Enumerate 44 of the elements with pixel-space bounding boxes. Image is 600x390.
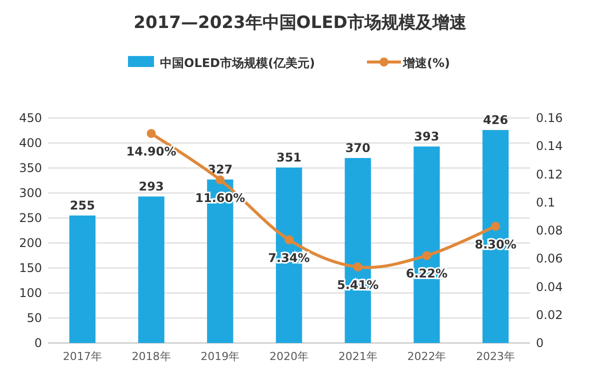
y2-tick-label: 0.06 — [536, 252, 563, 266]
x-tick-label: 2020年 — [270, 350, 308, 363]
y-tick-label: 50 — [26, 311, 42, 325]
bar — [69, 216, 96, 343]
y2-tick-label: 0 — [536, 336, 544, 350]
data-label: 426 — [483, 113, 508, 127]
y2-tick-label: 0.12 — [536, 167, 563, 182]
y-tick-label: 200 — [19, 236, 42, 250]
data-label: 14.90% — [126, 144, 176, 158]
y-tick-label: 100 — [19, 286, 42, 300]
point — [422, 251, 432, 260]
bar — [138, 196, 164, 343]
point — [284, 235, 294, 244]
point — [216, 175, 225, 184]
point — [146, 128, 156, 138]
point — [353, 262, 362, 272]
y-tick-label: 350 — [19, 161, 42, 175]
data-label: 370 — [345, 141, 370, 155]
data-label: 351 — [276, 150, 302, 164]
y-tick-label: 0 — [34, 336, 42, 350]
y-tick-label: 250 — [19, 211, 42, 225]
y-tick-label: 400 — [19, 136, 42, 150]
y2-tick-label: 0.04 — [536, 280, 563, 294]
point — [491, 222, 500, 231]
y-tick-label: 300 — [19, 186, 42, 200]
x-tick-label: 2022年 — [407, 350, 446, 363]
x-tick-label: 2021年 — [338, 350, 378, 363]
y-tick-label: 150 — [19, 261, 42, 275]
x-tick-label: 2023年 — [476, 350, 516, 363]
y2-tick-label: 0.02 — [536, 308, 563, 322]
x-tick-label: 2019年 — [200, 350, 240, 363]
y-tick-label: 450 — [19, 111, 42, 125]
y2-tick-label: 0.14 — [536, 139, 563, 154]
y2-tick-label: 0.1 — [536, 195, 556, 210]
chart-title: 2017—2023年中国OLED市场规模及增速 — [134, 13, 466, 33]
x-tick-label: 2018年 — [132, 350, 171, 363]
x-tick-label: 2017年 — [62, 350, 102, 363]
data-label: 293 — [138, 180, 164, 194]
legend-label: 中国OLED市场规模(亿美元) — [160, 56, 315, 70]
data-label: 255 — [70, 198, 95, 212]
legend-label: 增速(%) — [402, 56, 450, 70]
data-label: 393 — [414, 130, 440, 144]
y2-tick-label: 0.08 — [536, 224, 563, 238]
y2-tick-label: 0.16 — [536, 111, 563, 125]
